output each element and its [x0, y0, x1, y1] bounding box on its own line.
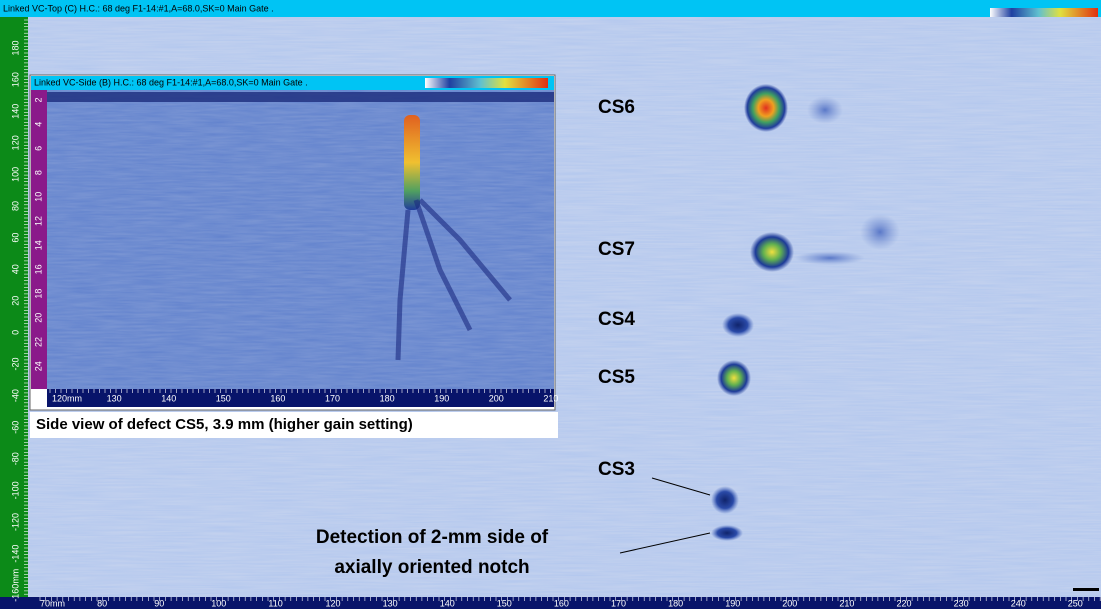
inset-color-scale	[425, 78, 548, 88]
x-ruler-label: 180	[668, 598, 683, 608]
inset-x-ruler-label: 200	[489, 393, 504, 403]
inset-x-ruler	[47, 389, 554, 407]
inset-x-ruler-label: 130	[107, 393, 122, 403]
notch-note: axially oriented notch	[334, 557, 529, 578]
x-ruler-label: 160	[554, 598, 569, 608]
defect-label: CS4	[598, 309, 635, 330]
y-ruler-label: 160	[10, 72, 20, 87]
inset-y-ruler-label: 8	[33, 170, 43, 175]
inset-y-ruler-label: 12	[33, 216, 43, 226]
y-ruler-label: 140	[10, 104, 20, 119]
surface-echo	[47, 92, 554, 102]
y-ruler-label: -40	[10, 389, 20, 402]
indication	[795, 251, 865, 265]
x-ruler-label: 250	[1068, 598, 1083, 608]
inset-x-ruler-label: 150	[216, 393, 231, 403]
y-ruler-label: -140	[10, 545, 20, 563]
indication	[744, 84, 788, 132]
indication	[717, 360, 751, 396]
ruler-corner	[31, 389, 47, 407]
inset-y-ruler-label: 6	[33, 146, 43, 151]
inset-x-ruler-label: 160	[270, 393, 285, 403]
defect-label: CS5	[598, 367, 635, 388]
inset-y-ruler-label: 22	[33, 337, 43, 347]
x-ruler-label: 130	[383, 598, 398, 608]
x-ruler-label: 220	[897, 598, 912, 608]
indication	[711, 525, 743, 541]
defect-label: CS6	[598, 97, 635, 118]
y-ruler-label: -20	[10, 357, 20, 370]
defect-indication	[404, 115, 420, 210]
inset-x-ruler-label: 180	[380, 393, 395, 403]
y-ruler-label: 60	[10, 233, 20, 243]
inset-y-ruler-label: 2	[33, 97, 43, 102]
y-ruler-label: 0	[10, 330, 20, 335]
x-ruler-label: 230	[954, 598, 969, 608]
x-ruler-label: 80	[97, 598, 107, 608]
y-ruler-label: -100	[10, 481, 20, 499]
inset-y-ruler-label: 10	[33, 192, 43, 202]
inset-x-ruler-label: 170	[325, 393, 340, 403]
scan-screenshot: Linked VC-Top (C) H.C.: 68 deg F1-14:#1,…	[0, 0, 1101, 609]
x-ruler-label: 90	[154, 598, 164, 608]
color-scale	[990, 8, 1098, 17]
inset-x-ruler-label: 120mm	[52, 393, 82, 403]
indication	[722, 313, 754, 337]
inset-title: Linked VC-Side (B) H.C.: 68 deg F1-14:#1…	[34, 77, 308, 87]
inset-y-ruler-label: 20	[33, 313, 43, 323]
notch-note: Detection of 2-mm side of	[316, 527, 549, 548]
y-ruler-label: 100	[10, 167, 20, 182]
y-ruler-label: -80	[10, 452, 20, 465]
inset-y-ruler-label: 18	[33, 289, 43, 299]
window-title: Linked VC-Top (C) H.C.: 68 deg F1-14:#1,…	[3, 3, 274, 13]
x-ruler-label: 70mm	[40, 598, 65, 608]
inset-y-ruler-label: 4	[33, 122, 43, 127]
indication	[860, 214, 900, 250]
x-ruler-label: 110	[268, 598, 282, 608]
x-ruler-label: 140	[440, 598, 455, 608]
y-ruler-label: -120	[10, 513, 20, 531]
indication	[711, 486, 739, 514]
y-ruler-label: 80	[10, 201, 20, 211]
inset-y-ruler-label: 14	[33, 240, 43, 250]
indication	[750, 232, 794, 272]
scale-marker	[1073, 588, 1099, 591]
y-ruler-label: -60	[10, 421, 20, 434]
defect-label: CS3	[598, 459, 635, 480]
x-ruler-label: 240	[1011, 598, 1026, 608]
inset-window: Linked VC-Side (B) H.C.: 68 deg F1-14:#1…	[30, 75, 558, 410]
x-ruler-label: 100	[211, 598, 226, 608]
indication	[807, 96, 843, 124]
inset-texture	[47, 90, 554, 389]
x-ruler-label: 190	[725, 598, 740, 608]
y-ruler-label: 120	[10, 135, 20, 150]
inset-x-ruler-label: 140	[161, 393, 176, 403]
x-ruler-label: 170	[611, 598, 626, 608]
y-ruler-label: 40	[10, 264, 20, 274]
inset-x-ruler-label: 190	[434, 393, 449, 403]
x-ruler-label: 210	[839, 598, 854, 608]
inset-x-ruler-label: 210	[543, 393, 558, 403]
y-ruler-label: 180	[10, 40, 20, 55]
inset-y-ruler-label: 16	[33, 264, 43, 274]
inset-y-ruler-label: 24	[33, 361, 43, 371]
inset-caption: Side view of defect CS5, 3.9 mm (higher …	[36, 416, 413, 433]
y-ruler-label: -160mm	[10, 569, 20, 602]
x-ruler-label: 200	[782, 598, 797, 608]
x-ruler-label: 150	[497, 598, 512, 608]
y-ruler-label: 20	[10, 296, 20, 306]
x-ruler-label: 120	[326, 598, 341, 608]
defect-label: CS7	[598, 239, 635, 260]
